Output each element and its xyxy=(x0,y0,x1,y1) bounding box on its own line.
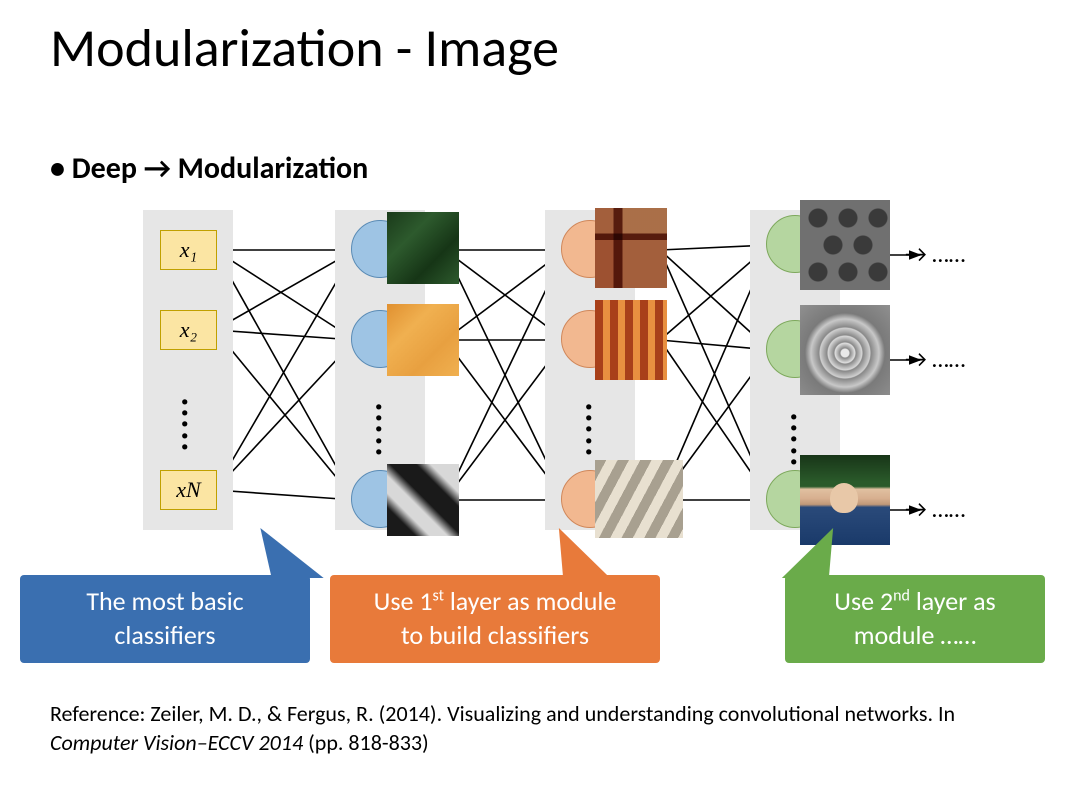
layer1-vdots: ····· xyxy=(375,400,383,456)
input-xn-label: xN xyxy=(176,477,200,503)
callout-basic: The most basic classifiers xyxy=(20,575,310,663)
layer3-out-3: → …… xyxy=(905,495,965,524)
callout-layer1: Use 1st layer as module to build classif… xyxy=(330,575,660,663)
layer3-vdots: ····· xyxy=(790,410,798,466)
callout-layer2: Use 2nd layer as module …… xyxy=(785,575,1045,663)
input-x2-label: x₂ xyxy=(180,317,197,343)
network-diagram: x₁ x₂ ····· xN ····· ····· → …… → …… ···… xyxy=(95,200,975,560)
layer1-patch-2 xyxy=(387,304,459,376)
layer2-vdots: ····· xyxy=(585,400,593,456)
layer1-patch-1 xyxy=(387,212,459,284)
callout-layer2-line2: module …… xyxy=(854,619,976,651)
reference-text: Reference: Zeiler, M. D., & Fergus, R. (… xyxy=(50,700,1030,757)
layer2-patch-1 xyxy=(595,208,667,288)
callout-basic-line2: classifiers xyxy=(114,619,215,651)
input-vdots: ····· xyxy=(181,395,189,451)
layer3-out-1: → …… xyxy=(905,240,965,269)
layer2-patch-3 xyxy=(595,460,683,538)
ref-prefix: Reference: Zeiler, M. D., & Fergus, R. (… xyxy=(50,700,955,727)
slide-title: Modularization - Image xyxy=(50,15,559,81)
layer3-patch-2 xyxy=(800,305,890,395)
layer2-patch-2 xyxy=(595,300,667,380)
ref-italic: Computer Vision–ECCV 2014 xyxy=(50,729,303,756)
callout-layer2-line1: Use 2nd layer as xyxy=(834,585,995,617)
callout-basic-line1: The most basic xyxy=(86,585,243,617)
input-x2: x₂ xyxy=(160,310,217,350)
input-x1: x₁ xyxy=(160,230,217,270)
input-xn: xN xyxy=(160,470,217,510)
slide-subtitle: • Deep → Modularization xyxy=(50,150,368,187)
callout-layer1-line1: Use 1st layer as module xyxy=(374,585,617,617)
layer3-out-2: → …… xyxy=(905,345,965,374)
callout-layer1-line2: to build classifiers xyxy=(401,619,589,651)
layer3-patch-1 xyxy=(800,200,890,290)
input-x1-label: x₁ xyxy=(180,237,197,263)
layer1-patch-3 xyxy=(387,464,459,536)
ref-suffix: (pp. 818-833) xyxy=(303,729,429,756)
